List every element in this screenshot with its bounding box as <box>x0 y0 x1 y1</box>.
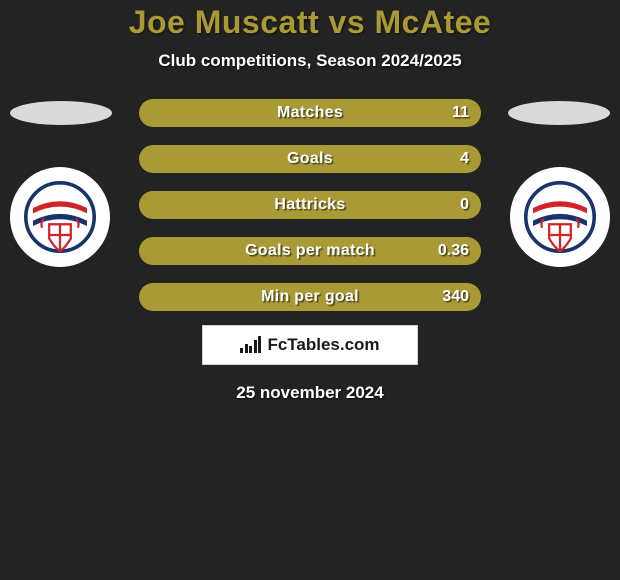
stat-bar-hattricks: Hattricks 0 <box>139 191 481 219</box>
right-player-col <box>504 99 614 267</box>
bar-chart-icon <box>240 336 261 354</box>
stat-bar-mpg: Min per goal 340 <box>139 283 481 311</box>
stat-label: Min per goal <box>261 288 359 306</box>
stat-bar-matches: Matches 11 <box>139 99 481 127</box>
subtitle: Club competitions, Season 2024/2025 <box>158 51 461 71</box>
stat-value: 0 <box>460 196 469 214</box>
stat-value: 0.36 <box>438 242 469 260</box>
brand-box[interactable]: FcTables.com <box>202 325 418 365</box>
stat-bar-gpm: Goals per match 0.36 <box>139 237 481 265</box>
left-club-badge <box>10 167 110 267</box>
main-row: Matches 11 Goals 4 Hattricks 0 Goals per… <box>0 99 620 311</box>
club-crest-icon <box>15 172 105 262</box>
stat-label: Hattricks <box>274 196 345 214</box>
left-ellipse <box>10 101 112 125</box>
stats-column: Matches 11 Goals 4 Hattricks 0 Goals per… <box>116 99 504 311</box>
stat-value: 4 <box>460 150 469 168</box>
right-ellipse <box>508 101 610 125</box>
date-line: 25 november 2024 <box>236 383 383 403</box>
page-title: Joe Muscatt vs McAtee <box>129 4 492 41</box>
stat-label: Goals per match <box>245 242 375 260</box>
stat-bar-goals: Goals 4 <box>139 145 481 173</box>
brand-text: FcTables.com <box>267 335 379 355</box>
comparison-card: Joe Muscatt vs McAtee Club competitions,… <box>0 0 620 403</box>
left-player-col <box>6 99 116 267</box>
club-crest-icon <box>515 172 605 262</box>
stat-label: Matches <box>277 104 343 122</box>
stat-value: 340 <box>442 288 469 306</box>
stat-value: 11 <box>452 104 469 122</box>
stat-label: Goals <box>287 150 333 168</box>
right-club-badge <box>510 167 610 267</box>
